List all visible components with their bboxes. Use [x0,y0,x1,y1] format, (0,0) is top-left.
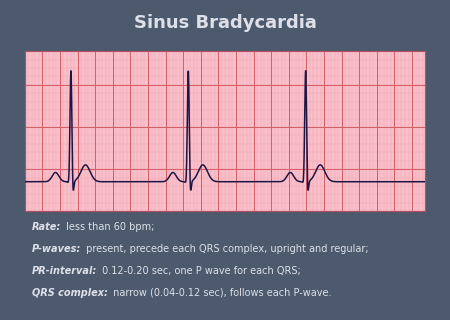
Text: narrow (0.04-0.12 sec), follows each P-wave.: narrow (0.04-0.12 sec), follows each P-w… [110,288,331,298]
Text: 0.12-0.20 sec, one P wave for each QRS;: 0.12-0.20 sec, one P wave for each QRS; [99,266,301,276]
Text: less than 60 bpm;: less than 60 bpm; [63,222,154,232]
Text: present, precede each QRS complex, upright and regular;: present, precede each QRS complex, uprig… [83,244,369,254]
Text: PR-interval:: PR-interval: [32,266,97,276]
Text: P-waves:: P-waves: [32,244,81,254]
Text: Rate:: Rate: [32,222,61,232]
Text: Sinus Bradycardia: Sinus Bradycardia [134,14,316,32]
Text: QRS complex:: QRS complex: [32,288,108,298]
